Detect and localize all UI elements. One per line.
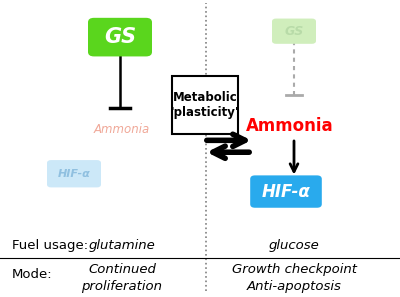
FancyArrowPatch shape xyxy=(213,146,249,158)
FancyBboxPatch shape xyxy=(250,175,322,208)
Text: Mode:: Mode: xyxy=(12,268,53,281)
FancyBboxPatch shape xyxy=(47,160,101,187)
Text: glucose: glucose xyxy=(269,238,319,252)
Text: Growth checkpoint
Anti-apoptosis: Growth checkpoint Anti-apoptosis xyxy=(232,263,356,293)
FancyArrowPatch shape xyxy=(207,134,245,146)
Text: GS: GS xyxy=(104,27,136,47)
Text: Continued
proliferation: Continued proliferation xyxy=(82,263,162,293)
Text: HIF-α: HIF-α xyxy=(262,183,310,200)
Text: Metabolic
'plasticity': Metabolic 'plasticity' xyxy=(171,91,239,119)
FancyBboxPatch shape xyxy=(272,18,316,44)
Text: glutamine: glutamine xyxy=(89,238,155,252)
FancyBboxPatch shape xyxy=(88,18,152,56)
FancyBboxPatch shape xyxy=(172,77,238,134)
Text: Fuel usage:: Fuel usage: xyxy=(12,238,88,252)
Text: GS: GS xyxy=(284,25,304,38)
Text: HIF-α: HIF-α xyxy=(58,169,90,179)
Text: Ammonia: Ammonia xyxy=(94,123,150,136)
Text: Ammonia: Ammonia xyxy=(246,117,334,135)
